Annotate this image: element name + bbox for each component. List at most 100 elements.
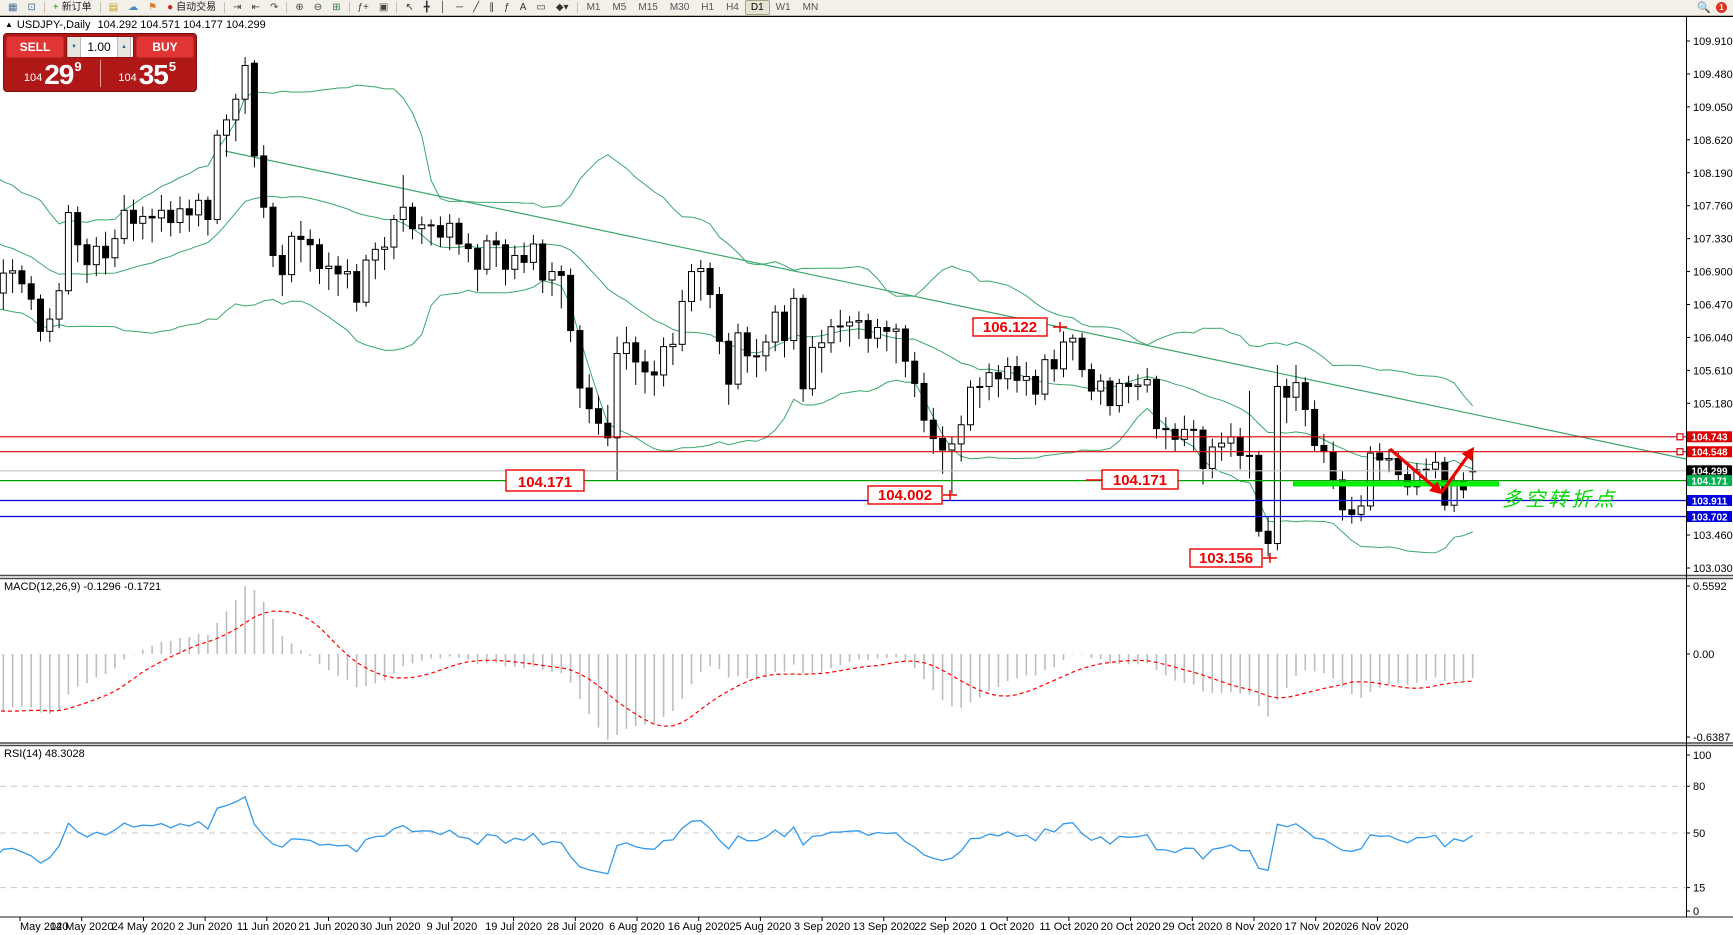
price-annotation-0[interactable]: 106.122 bbox=[972, 317, 1067, 337]
templates-icon[interactable]: ▣ bbox=[374, 0, 393, 16]
lot-size-input[interactable] bbox=[81, 37, 117, 57]
timeframe-M1[interactable]: M1 bbox=[586, 2, 601, 13]
date-label: 11 Oct 2020 bbox=[1039, 921, 1098, 933]
text-label-icon: ▭ bbox=[536, 1, 546, 13]
svg-text:104.002: 104.002 bbox=[878, 487, 932, 504]
svg-text:104.548: 104.548 bbox=[1691, 448, 1728, 459]
fibonacci-icon[interactable]: ƒ bbox=[499, 0, 515, 16]
text-icon[interactable]: A bbox=[515, 0, 532, 16]
chart-shift-icon[interactable]: ⇥ bbox=[228, 0, 246, 16]
panel-collapse-icon[interactable]: ▲ bbox=[5, 20, 13, 29]
vertical-line-icon: │ bbox=[439, 1, 447, 13]
price-tick-label: 105.610 bbox=[1693, 365, 1733, 377]
price-tick-label: 109.910 bbox=[1693, 36, 1733, 48]
market-watch-icon[interactable]: ▤ bbox=[104, 0, 123, 16]
price-tick-label: 105.180 bbox=[1693, 398, 1733, 410]
auto-scroll-icon[interactable]: ⇤ bbox=[247, 0, 265, 16]
zoom-out-icon[interactable]: ⊖ bbox=[309, 0, 327, 16]
step-back-icon: ↷ bbox=[269, 1, 279, 13]
rsi-pane[interactable] bbox=[0, 785, 1686, 889]
macd-pane[interactable] bbox=[0, 586, 1474, 740]
equidistant-channel-icon[interactable]: ∥ bbox=[484, 0, 499, 16]
timeframe-M5[interactable]: M5 bbox=[612, 2, 627, 13]
buy-price-display[interactable]: 104 35 5 bbox=[101, 58, 195, 89]
data-window-icon[interactable]: ⊡ bbox=[22, 0, 40, 16]
timeframe-D1[interactable]: D1 bbox=[744, 0, 770, 15]
lot-increase-button[interactable]: ▲ bbox=[117, 37, 131, 57]
price-axis[interactable]: 109.910 109.480 109.050 108.620 108.190 107.7… bbox=[1686, 36, 1733, 575]
equidistant-channel-icon: ∥ bbox=[489, 1, 495, 13]
arrows-dropdown-icon[interactable]: ◆▾ bbox=[551, 0, 574, 16]
sell-price-display[interactable]: 104 29 9 bbox=[6, 58, 100, 89]
annotation-cross-marker bbox=[943, 490, 957, 500]
market-watch-icon: ▤ bbox=[108, 1, 119, 13]
autotrading-button: ● bbox=[167, 1, 174, 13]
price-tick-label: 108.620 bbox=[1693, 135, 1733, 147]
date-label: 30 Jun 2020 bbox=[360, 921, 421, 933]
price-annotation-1[interactable]: 104.171 bbox=[505, 469, 585, 492]
date-label: 8 Nov 2020 bbox=[1226, 921, 1282, 933]
svg-text:103.702: 103.702 bbox=[1691, 512, 1728, 523]
search-icon[interactable]: 🔍 bbox=[1697, 2, 1711, 14]
date-label: 13 Sep 2020 bbox=[853, 921, 915, 933]
chart-title: ▲ USDJPY-,Daily 104.292 104.571 104.177 10… bbox=[5, 19, 266, 31]
toolbar-separator bbox=[99, 2, 101, 13]
trendline-icon[interactable]: ╱ bbox=[468, 0, 484, 16]
indicators-icon[interactable]: ƒ+ bbox=[353, 0, 374, 16]
auto-scroll-icon: ⇤ bbox=[251, 1, 260, 13]
horizontal-line-icon[interactable]: ─ bbox=[451, 0, 468, 16]
cursor-icon[interactable]: ↖ bbox=[400, 0, 418, 16]
notification-badge[interactable]: 1 bbox=[1716, 2, 1727, 13]
text-label-icon[interactable]: ▭ bbox=[531, 0, 550, 16]
crosshair-icon[interactable]: ╋ bbox=[419, 0, 435, 16]
svg-text:103.911: 103.911 bbox=[1692, 496, 1728, 507]
sell-button[interactable]: SELL bbox=[6, 36, 64, 58]
hline-handle[interactable] bbox=[1676, 433, 1684, 441]
timeframe-MN[interactable]: MN bbox=[802, 2, 819, 13]
price-annotation-2[interactable]: 104.002 bbox=[867, 485, 957, 505]
new-chart-icon[interactable]: ▦ bbox=[3, 0, 22, 16]
date-label: 22 Sep 2020 bbox=[914, 921, 976, 933]
price-annotation-4[interactable]: 103.156 bbox=[1189, 548, 1277, 568]
price-annotation-3[interactable]: 104.171 bbox=[1086, 469, 1179, 490]
buy-button[interactable]: BUY bbox=[136, 36, 194, 58]
date-label: 1 Oct 2020 bbox=[980, 921, 1034, 933]
chart-shift-icon: ⇥ bbox=[233, 1, 242, 13]
trend-arrow-up[interactable] bbox=[1440, 446, 1475, 493]
tile-windows-icon[interactable]: ⊞ bbox=[327, 0, 345, 16]
one-click-trading-panel: SELL ▼ ▲ BUY 104 29 9 104 35 5 bbox=[3, 33, 197, 92]
timeframe-H1[interactable]: H1 bbox=[701, 2, 715, 13]
trend-arrow-down[interactable] bbox=[1388, 447, 1443, 495]
timeframe-H4[interactable]: H4 bbox=[726, 2, 739, 13]
svg-text:0.5592: 0.5592 bbox=[1693, 581, 1727, 593]
step-back-icon[interactable]: ↷ bbox=[265, 0, 283, 16]
vertical-line-icon[interactable]: │ bbox=[435, 0, 451, 16]
svg-text:0.00: 0.00 bbox=[1693, 649, 1714, 661]
timeframe-M30[interactable]: M30 bbox=[669, 2, 690, 13]
cn-annotation-text[interactable]: 多空转折点 bbox=[1502, 489, 1617, 511]
horizontal-line-icon: ─ bbox=[456, 1, 464, 13]
notifications-icon[interactable]: ⚑ bbox=[143, 0, 162, 16]
rsi-label: RSI(14) 48.3028 bbox=[4, 748, 85, 760]
hline-handle[interactable] bbox=[1676, 448, 1684, 456]
bollinger-upper-band bbox=[0, 84, 1474, 407]
timeframe-M15[interactable]: M15 bbox=[638, 2, 658, 13]
buy-price-prefix: 104 bbox=[118, 72, 137, 85]
price-tag-103.702: 103.702 bbox=[1687, 511, 1732, 523]
zoom-in-icon[interactable]: ⊕ bbox=[290, 0, 308, 16]
svg-text:15: 15 bbox=[1693, 883, 1705, 895]
timeframe-W1[interactable]: W1 bbox=[775, 2, 791, 13]
sell-price-main: 29 bbox=[44, 59, 74, 91]
zoom-out-icon: ⊖ bbox=[313, 1, 323, 13]
cloud-icon[interactable]: ☁ bbox=[123, 0, 143, 16]
svg-text:104.171: 104.171 bbox=[518, 474, 572, 491]
descending-trendline[interactable] bbox=[224, 150, 1686, 460]
notifications-icon: ⚑ bbox=[148, 1, 158, 13]
lot-decrease-button[interactable]: ▼ bbox=[67, 37, 81, 57]
autotrading-button[interactable]: ● 自动交易 bbox=[162, 0, 221, 16]
new-order-button[interactable]: + 新订单 bbox=[48, 0, 97, 16]
toolbar-separator bbox=[348, 2, 350, 13]
svg-text:106.122: 106.122 bbox=[983, 319, 1037, 336]
